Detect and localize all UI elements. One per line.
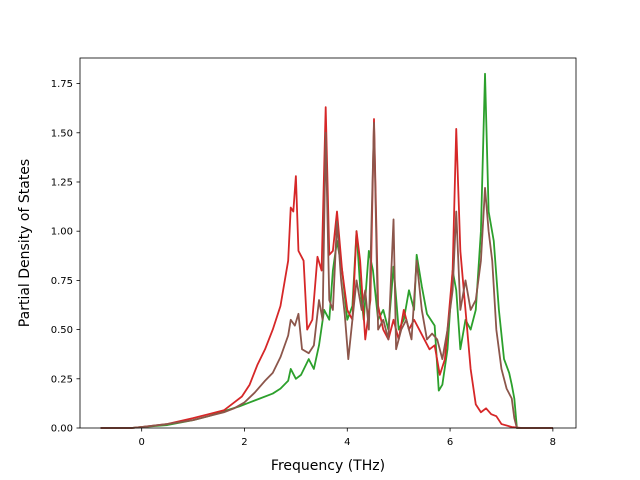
plot-frame xyxy=(79,57,577,429)
y-tick-label: 0.00 xyxy=(51,424,73,435)
x-tick-label: 4 xyxy=(344,437,350,448)
y-tick-label: 0.50 xyxy=(51,325,73,336)
y-tick-label: 1.25 xyxy=(51,177,73,188)
y-tick-label: 1.00 xyxy=(51,227,73,238)
series-line-3 xyxy=(100,122,553,429)
y-tick-label: 0.75 xyxy=(51,276,73,287)
y-tick-label: 1.75 xyxy=(51,79,73,90)
x-tick-label: 0 xyxy=(138,437,144,448)
x-axis-label: Frequency (THz) xyxy=(271,458,385,474)
y-tick-label: 0.25 xyxy=(51,374,73,385)
x-tick-label: 6 xyxy=(447,437,453,448)
x-tick-label: 8 xyxy=(550,437,556,448)
y-tick-label: 1.50 xyxy=(51,128,73,139)
series-line-2 xyxy=(100,106,553,429)
ticks-layer: 0 2 4 6 8 0.00 0.25 0.50 0.75 1.00 1.25 1.50 1.75 xyxy=(51,79,556,448)
series-layer xyxy=(100,72,553,429)
y-axis-label: Partial Density of States xyxy=(17,159,33,327)
x-tick-label: 2 xyxy=(241,437,247,448)
